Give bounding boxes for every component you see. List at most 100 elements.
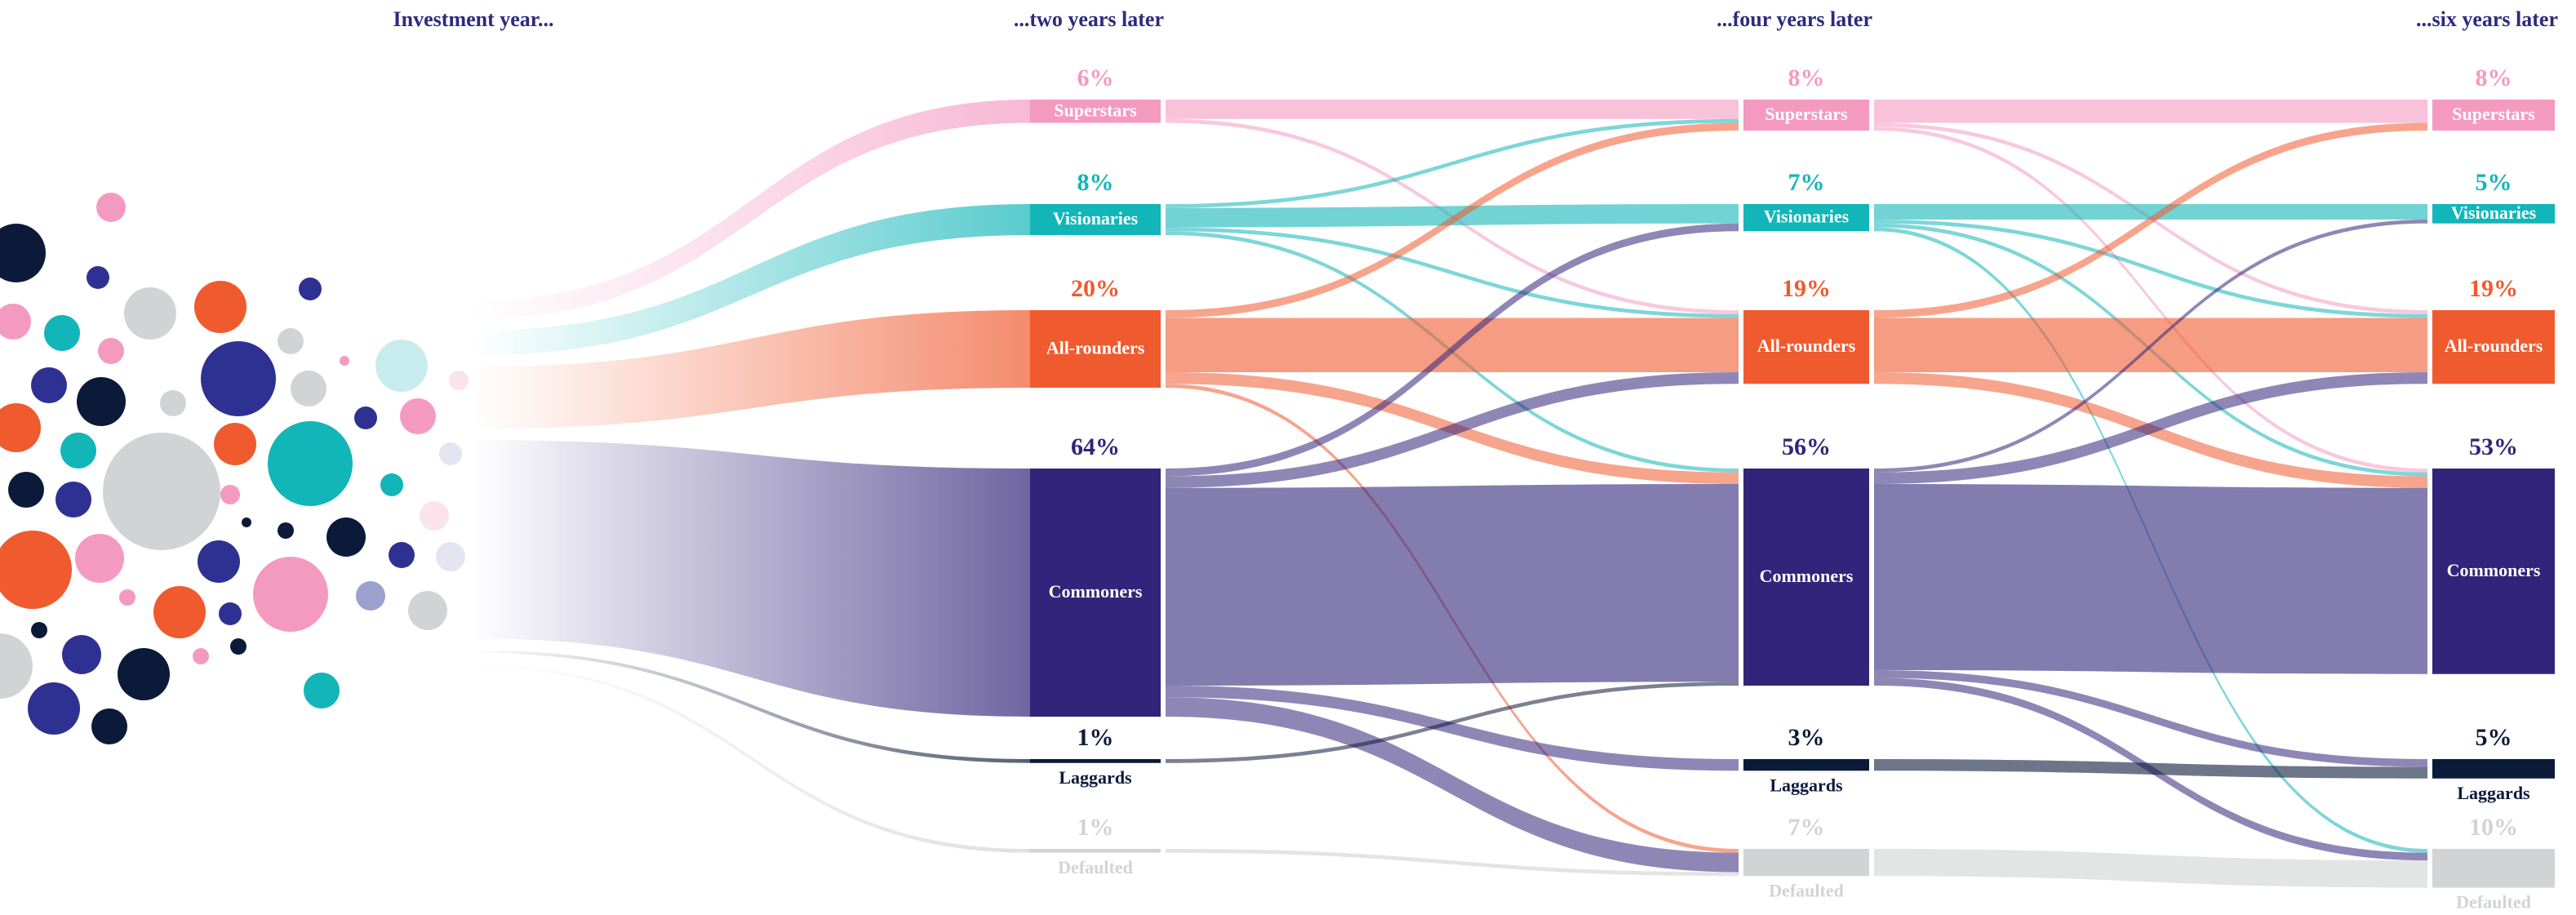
bubble — [124, 287, 176, 340]
node-label: Laggards — [1059, 767, 1132, 788]
node — [1743, 759, 1869, 771]
bubble — [62, 635, 101, 674]
node-percent: 19% — [2469, 275, 2518, 302]
incoming-flow — [473, 310, 1030, 429]
flow — [1166, 372, 1739, 488]
node-label: Commoners — [1760, 566, 1854, 586]
node-label: Visionaries — [1764, 207, 1850, 227]
bubble — [75, 534, 124, 583]
node-percent: 8% — [1788, 64, 1825, 91]
node-percent: 10% — [2469, 814, 2518, 841]
flow — [1874, 204, 2427, 220]
bubble — [60, 433, 96, 469]
bubble — [0, 304, 31, 340]
node — [1030, 469, 1161, 717]
node — [2432, 310, 2555, 384]
bubble — [98, 338, 124, 364]
bubble — [242, 517, 251, 527]
bubble — [28, 682, 80, 735]
bubble — [118, 648, 170, 700]
node-label: All-rounders — [1046, 338, 1145, 358]
incoming-flow — [473, 440, 1030, 717]
node — [2432, 204, 2555, 224]
bubble — [91, 708, 127, 744]
bubble — [400, 398, 436, 434]
node — [1743, 310, 1869, 384]
bubble — [380, 473, 403, 496]
bubble — [375, 340, 428, 392]
bubble — [96, 193, 126, 222]
flow — [1874, 849, 2427, 888]
incoming-flow — [473, 100, 1030, 319]
node — [1743, 469, 1869, 686]
node-percent: 19% — [1782, 275, 1831, 302]
node-percent: 53% — [2469, 433, 2518, 460]
flow — [1874, 670, 2427, 767]
node-percent: 56% — [1782, 433, 1831, 460]
node — [1030, 310, 1161, 388]
flow — [1166, 682, 1739, 763]
node-percent: 6% — [1077, 64, 1114, 91]
node-label: Superstars — [1054, 100, 1137, 120]
bubble — [77, 377, 126, 426]
bubble — [0, 531, 72, 609]
flow — [1874, 759, 2427, 779]
flow — [1874, 484, 2427, 674]
incoming-flow — [473, 650, 1030, 763]
node — [2432, 849, 2555, 888]
flow — [1166, 686, 1739, 771]
bubble — [44, 315, 80, 351]
node-percent: 5% — [2476, 724, 2512, 751]
node — [2432, 469, 2555, 674]
bubble — [160, 390, 186, 416]
bubble — [304, 673, 340, 708]
flow — [1166, 227, 1739, 318]
node — [1743, 204, 1869, 232]
flow — [1166, 122, 1739, 318]
node-percent: 5% — [2476, 169, 2512, 196]
bubble — [278, 328, 304, 354]
node-percent: 7% — [1788, 169, 1825, 196]
bubble — [420, 501, 449, 531]
node-percent: 3% — [1788, 724, 1825, 751]
bubble — [356, 581, 385, 611]
stage-header: ...two years later — [1014, 7, 1164, 31]
flow — [1874, 220, 2427, 473]
node-percent: 7% — [1788, 814, 1825, 841]
stage-header: Investment year... — [393, 7, 554, 31]
node-label: Defaulted — [1058, 857, 1133, 877]
bubble — [201, 341, 276, 416]
node-label: Defaulted — [1769, 880, 1844, 900]
node-label: Superstars — [1765, 104, 1848, 124]
node-label: Laggards — [2457, 783, 2530, 803]
flow — [1874, 127, 2427, 473]
node — [1030, 100, 1161, 123]
flow — [1166, 697, 1739, 873]
bubble — [103, 433, 220, 550]
flows — [473, 100, 2427, 888]
bubble — [268, 421, 353, 506]
bubble — [119, 589, 135, 606]
node — [1030, 849, 1161, 853]
flow — [1874, 220, 2427, 318]
incoming-flow — [473, 664, 1030, 853]
bubble-cluster — [0, 193, 469, 744]
bubble — [326, 517, 366, 557]
node-label: Defaulted — [2456, 892, 2531, 913]
node — [2432, 100, 2555, 131]
flow — [1166, 849, 1739, 877]
bubble — [439, 442, 462, 465]
flow — [1874, 122, 2427, 318]
flow — [1166, 204, 1739, 228]
bubble — [0, 633, 33, 699]
node-percent: 1% — [1077, 814, 1114, 841]
bubble — [436, 542, 465, 571]
node-percent: 8% — [1077, 169, 1114, 196]
bubble — [389, 542, 415, 568]
bubble — [153, 586, 206, 638]
node-percent: 20% — [1071, 275, 1120, 302]
bubble — [278, 522, 294, 539]
node — [1743, 100, 1869, 131]
flow — [1166, 223, 1739, 477]
